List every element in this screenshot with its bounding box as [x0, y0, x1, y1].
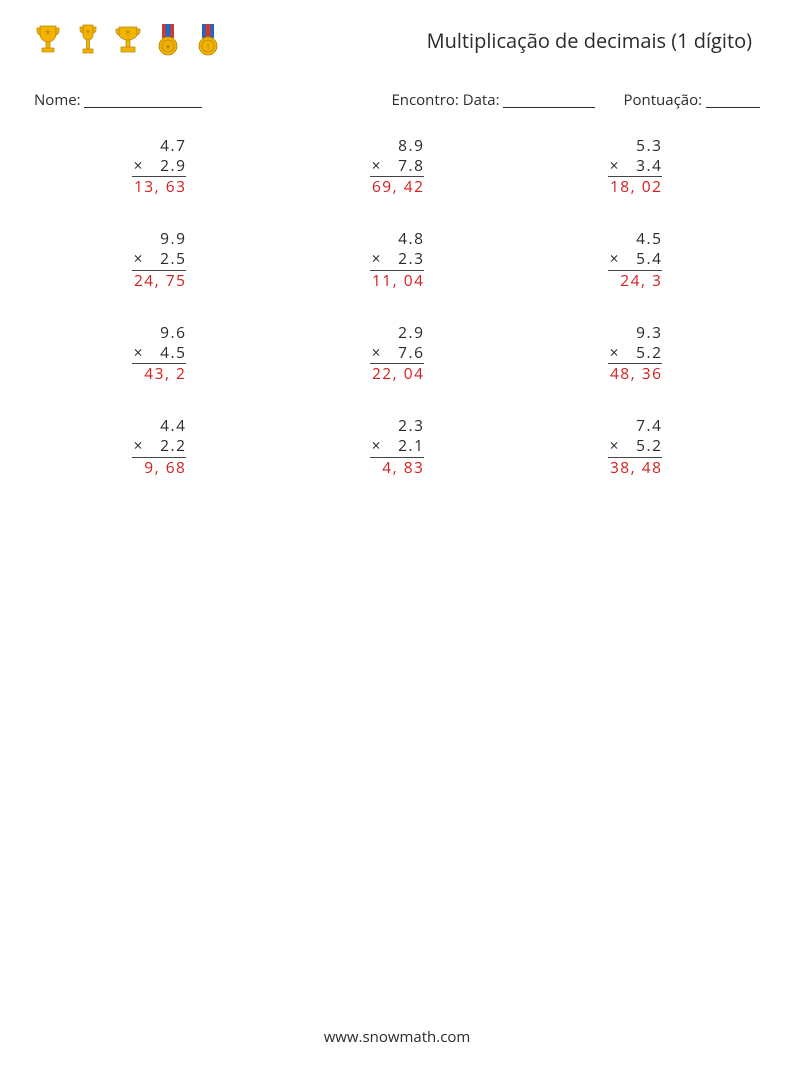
operator-multiply: ×: [372, 156, 387, 176]
date-underline: [503, 91, 595, 108]
problem: 2.9×7.622, 04: [298, 323, 496, 384]
operand-b: 2.5: [148, 249, 186, 269]
answer: 9, 68: [132, 458, 187, 478]
operator-multiply: ×: [134, 249, 149, 269]
problem: 4.8×2.311, 04: [298, 229, 496, 290]
svg-text:★: ★: [45, 28, 50, 36]
header-row: ★ ★ ★ ★ 1 Multiplicação de decimais (1 d…: [34, 22, 760, 58]
operand-b: 4.5: [148, 343, 186, 363]
score-label-block: Pontuação:: [623, 88, 760, 110]
problem: 9.3×5.248, 36: [536, 323, 734, 384]
name-underline: [84, 91, 202, 108]
svg-text:1: 1: [206, 43, 210, 52]
answer: 48, 36: [608, 364, 663, 384]
problem: 5.3×3.418, 02: [536, 136, 734, 197]
name-label: Nome:: [34, 90, 81, 110]
name-label-block: Nome:: [34, 88, 202, 110]
operand-a: 8.9: [370, 136, 425, 156]
operand-a: 4.7: [132, 136, 187, 156]
medal-icon: 1: [194, 22, 222, 58]
operand-b: 2.2: [148, 436, 186, 456]
svg-text:★: ★: [86, 29, 91, 35]
operator-multiply: ×: [610, 436, 625, 456]
operand-b: 7.6: [386, 343, 424, 363]
svg-text:★: ★: [125, 28, 130, 36]
problem: 9.6×4.543, 2: [60, 323, 258, 384]
answer: 11, 04: [370, 271, 425, 291]
answer: 22, 04: [370, 364, 425, 384]
operator-multiply: ×: [134, 436, 149, 456]
operand-b: 5.2: [624, 436, 662, 456]
operand-a: 2.9: [370, 323, 425, 343]
answer: 43, 2: [132, 364, 187, 384]
problem: 2.3×2.14, 83: [298, 416, 496, 477]
trophy-icon: ★: [34, 22, 62, 58]
operand-b: 2.1: [386, 436, 424, 456]
operand-b: 5.2: [624, 343, 662, 363]
operand-b: 5.4: [624, 249, 662, 269]
problem: 8.9×7.869, 42: [298, 136, 496, 197]
score-label: Pontuação:: [623, 90, 702, 110]
operand-a: 9.3: [608, 323, 663, 343]
date-label: Encontro: Data:: [391, 90, 499, 110]
operand-a: 5.3: [608, 136, 663, 156]
operator-multiply: ×: [134, 156, 149, 176]
date-label-block: Encontro: Data:: [391, 88, 595, 110]
problems-grid: 4.7×2.913, 638.9×7.869, 425.3×3.418, 029…: [60, 136, 734, 478]
trophy-icon: ★: [114, 22, 142, 58]
problem: 4.4×2.29, 68: [60, 416, 258, 477]
operator-multiply: ×: [372, 436, 387, 456]
medal-icon: ★: [154, 22, 182, 58]
operand-b: 7.8: [386, 156, 424, 176]
svg-text:★: ★: [165, 43, 171, 52]
problem: 4.5×5.424, 3: [536, 229, 734, 290]
operand-b: 3.4: [624, 156, 662, 176]
operator-multiply: ×: [610, 249, 625, 269]
answer: 24, 3: [608, 271, 663, 291]
operand-a: 9.6: [132, 323, 187, 343]
answer: 38, 48: [608, 458, 663, 478]
answer: 69, 42: [370, 177, 425, 197]
problem: 4.7×2.913, 63: [60, 136, 258, 197]
problem: 9.9×2.524, 75: [60, 229, 258, 290]
answer: 24, 75: [132, 271, 187, 291]
answer: 13, 63: [132, 177, 187, 197]
operand-b: 2.9: [148, 156, 186, 176]
problem: 7.4×5.238, 48: [536, 416, 734, 477]
footer-url: www.snowmath.com: [0, 1027, 794, 1047]
operand-b: 2.3: [386, 249, 424, 269]
page-title: Multiplicação de decimais (1 dígito): [234, 27, 760, 54]
operator-multiply: ×: [134, 343, 149, 363]
score-underline: [706, 91, 760, 108]
operator-multiply: ×: [610, 156, 625, 176]
trophy-icon: ★: [74, 22, 102, 58]
operator-multiply: ×: [372, 249, 387, 269]
operator-multiply: ×: [610, 343, 625, 363]
operator-multiply: ×: [372, 343, 387, 363]
answer: 18, 02: [608, 177, 663, 197]
labels-row: Nome: Encontro: Data: Pontuação:: [34, 88, 760, 110]
answer: 4, 83: [370, 458, 425, 478]
